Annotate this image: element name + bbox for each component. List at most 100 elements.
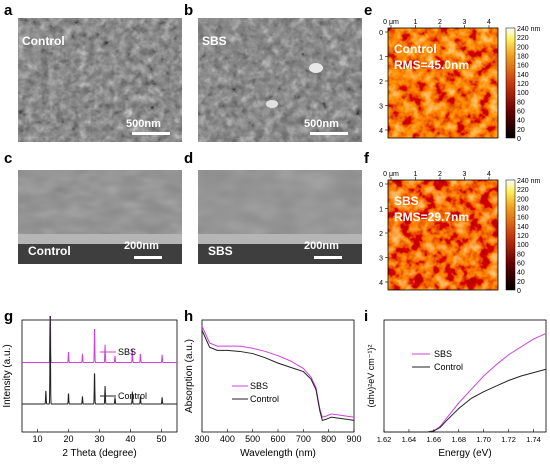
x-tick-label: 1.66	[427, 435, 442, 444]
scale-bar	[134, 256, 162, 259]
scale-bar	[132, 132, 170, 135]
afm-colorbar-label: 80	[517, 251, 525, 258]
afm-colorbar-label: 20	[517, 127, 525, 134]
afm-y-tick-label: 3	[379, 256, 383, 263]
sem-label-control: Control	[22, 34, 65, 48]
afm-colorbar-label: 80	[517, 99, 525, 106]
afm-colorbar-label: 40	[517, 270, 525, 277]
afm-colorbar-label: 240 nm	[517, 26, 541, 33]
panel-letter-i: i	[364, 308, 369, 325]
afm-x-tick-label: 4	[487, 19, 491, 26]
plot-frame	[383, 319, 547, 433]
panel-letter-e: e	[364, 2, 373, 19]
afm-x-tick-label: 1	[414, 19, 418, 26]
x-tick-label: 1.74	[526, 435, 541, 444]
x-tick-label: 10	[32, 434, 42, 444]
afm-rms-control: RMS=45.0nm	[394, 58, 470, 72]
afm-colorbar-label: 0	[517, 288, 521, 295]
afm-x-tick-label: 0 μm	[383, 171, 399, 178]
legend-label-control: Control	[118, 391, 147, 401]
absorption-series-control	[201, 330, 355, 421]
x-tick-label: 1.68	[451, 435, 466, 444]
afm-colorbar-label: 100	[517, 90, 529, 97]
sem-cross-sbs-image: SBS 200nm	[198, 170, 362, 264]
scale-label: 500nm	[304, 118, 339, 130]
panel-letter-d: d	[184, 150, 194, 167]
x-axis-label: Wavelength (nm)	[240, 448, 316, 459]
afm-x-tick-label: 3	[463, 19, 467, 26]
afm-colorbar-label: 200	[517, 196, 529, 203]
afm-y-tick-label: 2	[379, 231, 383, 238]
legend-label-control: Control	[434, 362, 463, 372]
legend-label-sbs: SBS	[250, 381, 268, 391]
panel-letter-h: h	[184, 308, 194, 325]
legend-label-sbs: SBS	[434, 349, 452, 359]
y-axis-label: (αhν)²eV cm⁻¹)²	[366, 345, 376, 408]
tauc-chart: SBS Control 1.62 1.64 1.66 1.68 1.70 1.72 1.74 En…	[366, 319, 547, 459]
sem-top-sbs-image: SBS 500nm	[198, 18, 362, 142]
afm-colorbar-label: 100	[517, 242, 529, 249]
afm-x-tick-label: 2	[438, 171, 442, 178]
x-tick-label: 300	[194, 434, 209, 444]
afm-colorbar	[505, 179, 516, 291]
cross-section-layers	[18, 170, 182, 264]
afm-height-map	[388, 180, 498, 290]
sem-cross-control-image: Control 200nm	[18, 170, 182, 264]
afm-colorbar-label: 220	[517, 187, 529, 194]
sem-grain-texture	[18, 18, 182, 142]
panel-letter-g: g	[4, 308, 14, 325]
xrd-chart: SBS Control 10 20 30 40 50 2 Theta (degree) Inte…	[2, 316, 178, 459]
afm-y-tick-label: 1	[379, 55, 383, 62]
panel-letter-b: b	[184, 2, 194, 19]
afm-y-tick-label: 3	[379, 104, 383, 111]
afm-colorbar-label: 60	[517, 261, 525, 268]
afm-colorbar-label: 220	[517, 35, 529, 42]
scale-label: 500nm	[126, 118, 161, 130]
xrd-series-control	[22, 316, 177, 405]
panel-letter-c: c	[4, 150, 13, 167]
sem-label-sbs: SBS	[208, 244, 233, 258]
y-axis-label: Intensity (a.u.)	[2, 344, 13, 407]
afm-x-tick-label: 0 μm	[383, 19, 399, 26]
x-tick-label: 800	[321, 434, 336, 444]
afm-label-sbs: SBS	[394, 194, 419, 208]
x-tick-label: 400	[220, 434, 235, 444]
x-tick-label: 30	[94, 434, 104, 444]
afm-colorbar-label: 120	[517, 81, 529, 88]
afm-colorbar-label: 140	[517, 224, 529, 231]
scale-label: 200nm	[304, 240, 339, 252]
sem-label-control: Control	[28, 244, 71, 258]
x-tick-label: 1.70	[476, 435, 491, 444]
x-axis-label: Energy (eV)	[438, 448, 491, 459]
x-tick-label: 40	[125, 434, 135, 444]
afm-colorbar-label: 200	[517, 44, 529, 51]
afm-colorbar-label: 20	[517, 279, 525, 286]
afm-colorbar-label: 120	[517, 233, 529, 240]
afm-frame	[387, 27, 499, 139]
afm-y-tick-label: 0	[379, 30, 383, 37]
afm-y-tick-label: 1	[379, 207, 383, 214]
x-tick-label: 1.72	[501, 435, 516, 444]
afm-x-tick-label: 2	[438, 19, 442, 26]
afm-colorbar-label: 0	[517, 136, 521, 143]
legend-label-sbs: SBS	[118, 347, 136, 357]
cross-section-layers	[198, 170, 362, 264]
x-tick-label: 900	[346, 434, 361, 444]
absorption-chart: SBS Control 300 400 500 600 700 800 900 Wavelengt…	[184, 319, 362, 459]
panel-letter-f: f	[364, 150, 369, 167]
afm-y-tick-label: 2	[379, 79, 383, 86]
afm-colorbar-label: 160	[517, 63, 529, 70]
afm-rms-sbs: RMS=29.7nm	[394, 210, 470, 224]
absorption-series-sbs	[201, 325, 355, 418]
afm-frame	[387, 179, 499, 291]
x-tick-label: 20	[63, 434, 73, 444]
y-axis-label: Absorption (a.u.)	[184, 339, 195, 413]
afm-colorbar-label: 60	[517, 109, 525, 116]
afm-y-tick-label: 0	[379, 182, 383, 189]
afm-colorbar-label: 180	[517, 54, 529, 61]
afm-label-control: Control	[394, 42, 437, 56]
afm-colorbar-label: 140	[517, 72, 529, 79]
sem-top-control-image: Control 500nm	[18, 18, 182, 142]
